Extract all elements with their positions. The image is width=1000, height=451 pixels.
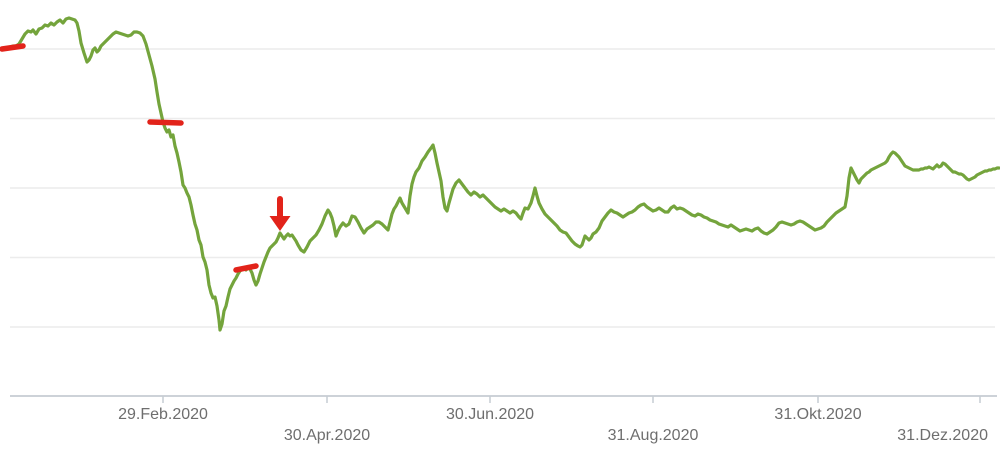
annotations-group	[0, 43, 291, 273]
red-dash-marker-2	[147, 119, 184, 126]
red-dash-marker-3	[233, 263, 259, 273]
gridlines-group	[10, 48, 995, 328]
red-down-arrow-head	[269, 216, 291, 231]
price-line	[8, 16, 1000, 332]
axis-group	[10, 395, 997, 403]
series-group	[8, 16, 1000, 332]
red-dash-marker-1	[0, 43, 26, 52]
